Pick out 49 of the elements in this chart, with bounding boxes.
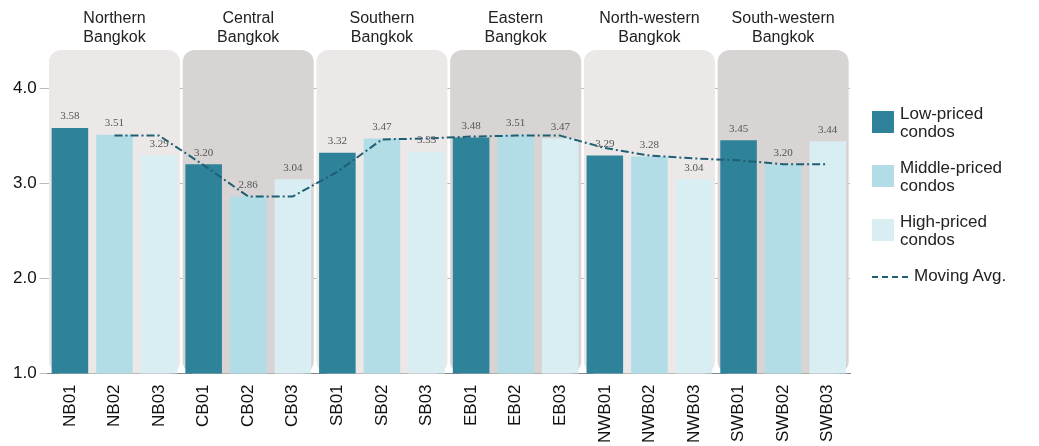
- legend-label: Middle-priced condos: [900, 158, 1004, 195]
- data-label: 3.20: [194, 145, 214, 158]
- data-label: 3.51: [506, 116, 526, 129]
- data-label: 3.20: [773, 145, 794, 158]
- x-tick-label: SB01: [327, 384, 347, 427]
- data-label: 3.45: [728, 121, 749, 134]
- x-tick-label: EB02: [505, 384, 525, 427]
- x-tick-label: CB02: [237, 384, 257, 427]
- data-label: 3.29: [595, 136, 615, 149]
- data-label: 3.48: [461, 118, 482, 131]
- data-label: 2.86: [238, 177, 259, 190]
- band-label: North-western Bangkok: [599, 9, 700, 46]
- x-tick-label: EB01: [460, 384, 480, 427]
- data-label: 3.32: [327, 134, 347, 147]
- band-label: Southern Bangkok: [349, 9, 415, 46]
- x-tick-label: NWB02: [639, 384, 659, 444]
- legend-label: Moving Avg.: [914, 266, 1007, 285]
- x-tick-label: NB02: [104, 384, 124, 427]
- x-tick-label: SWB02: [772, 384, 792, 443]
- data-label: 3.04: [283, 160, 303, 173]
- legend-label: Low-priced condos: [900, 104, 985, 141]
- data-label: 3.28: [639, 137, 660, 150]
- band-label: Eastern Bangkok: [484, 9, 548, 46]
- x-tick-label: NWB03: [683, 384, 703, 444]
- x-tick-label: NB03: [148, 384, 168, 427]
- x-tick-label: SB03: [416, 384, 436, 427]
- data-label: 3.47: [372, 119, 393, 132]
- x-tick-label: SWB01: [728, 384, 748, 443]
- band-label: Central Bangkok: [217, 9, 281, 46]
- data-label: 3.47: [550, 119, 571, 132]
- x-tick-label: NWB01: [594, 384, 614, 444]
- y-tick-label: 2.0: [12, 267, 37, 287]
- data-label: 3.58: [60, 109, 81, 122]
- legend-label: High-priced condos: [900, 212, 988, 249]
- x-tick-label: CB03: [282, 384, 302, 427]
- data-label: 3.04: [684, 160, 705, 173]
- data-label: 3.44: [818, 122, 838, 135]
- band-label: South-western Bangkok: [731, 9, 835, 46]
- x-tick-label: SB02: [371, 384, 391, 427]
- y-tick-label: 3.0: [12, 172, 37, 192]
- y-tick-label: 4.0: [12, 77, 37, 97]
- data-label: 3.29: [149, 136, 170, 149]
- x-tick-label: CB01: [193, 384, 213, 427]
- y-tick-label: 1.0: [12, 363, 37, 383]
- data-label: 3.51: [104, 116, 125, 129]
- band-label: Northern Bangkok: [83, 9, 147, 46]
- x-tick-label: NB01: [59, 384, 79, 427]
- x-tick-label: EB03: [549, 384, 569, 427]
- x-tick-label: SWB03: [817, 384, 837, 443]
